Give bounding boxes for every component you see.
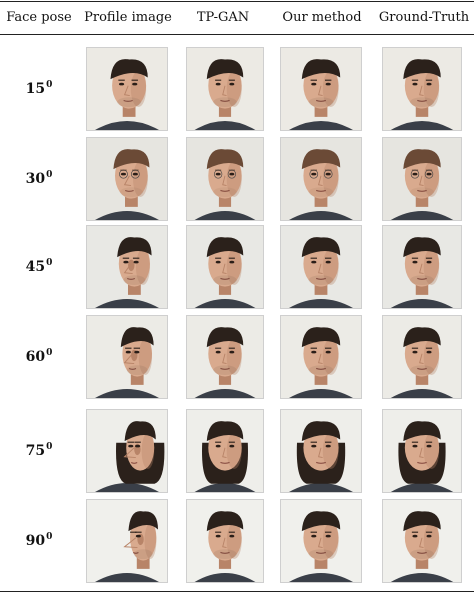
- table-header-rule: [0, 34, 474, 35]
- our-method-image: [280, 315, 362, 399]
- face-pose-label: 750: [0, 442, 78, 459]
- header-face-pose: Face pose: [6, 10, 72, 25]
- header-our-method: Our method: [282, 10, 362, 25]
- ground-truth-image: [382, 315, 462, 399]
- our-method-image: [280, 409, 362, 493]
- tp-gan-image: [186, 47, 264, 131]
- face-pose-label: 300: [0, 170, 78, 187]
- our-method-image: [280, 47, 362, 131]
- ground-truth-image: [382, 409, 462, 493]
- pose-angle: 45: [25, 259, 46, 275]
- face-pose-label: 600: [0, 348, 78, 365]
- profile-image: [86, 137, 168, 221]
- pose-degree-mark: 0: [46, 170, 53, 180]
- pose-degree-mark: 0: [46, 258, 53, 268]
- profile-image: [86, 499, 168, 583]
- pose-angle: 60: [25, 349, 46, 365]
- our-method-image: [280, 225, 362, 309]
- tp-gan-image: [186, 225, 264, 309]
- tp-gan-image: [186, 137, 264, 221]
- ground-truth-image: [382, 137, 462, 221]
- profile-image: [86, 225, 168, 309]
- our-method-image: [280, 499, 362, 583]
- header-profile-image: Profile image: [84, 10, 172, 25]
- tp-gan-image: [186, 499, 264, 583]
- profile-image: [86, 409, 168, 493]
- header-tp-gan: TP-GAN: [196, 10, 250, 25]
- our-method-image: [280, 137, 362, 221]
- ground-truth-image: [382, 499, 462, 583]
- pose-degree-mark: 0: [46, 348, 53, 358]
- pose-degree-mark: 0: [46, 532, 53, 542]
- table-header: Face pose Profile image TP-GAN Our metho…: [0, 2, 474, 34]
- profile-image: [86, 315, 168, 399]
- ground-truth-image: [382, 47, 462, 131]
- pose-degree-mark: 0: [46, 442, 53, 452]
- face-pose-label: 450: [0, 258, 78, 275]
- table-top-rule: [0, 1, 474, 2]
- pose-angle: 75: [25, 443, 46, 459]
- tp-gan-image: [186, 315, 264, 399]
- profile-image: [86, 47, 168, 131]
- tp-gan-image: [186, 409, 264, 493]
- pose-angle: 15: [25, 81, 46, 97]
- pose-angle: 30: [25, 171, 46, 187]
- face-pose-label: 900: [0, 532, 78, 549]
- header-ground-truth: Ground-Truth: [378, 10, 470, 25]
- table-bottom-rule: [0, 591, 474, 592]
- ground-truth-image: [382, 225, 462, 309]
- pose-degree-mark: 0: [46, 80, 53, 90]
- pose-angle: 90: [25, 533, 46, 549]
- face-pose-label: 150: [0, 80, 78, 97]
